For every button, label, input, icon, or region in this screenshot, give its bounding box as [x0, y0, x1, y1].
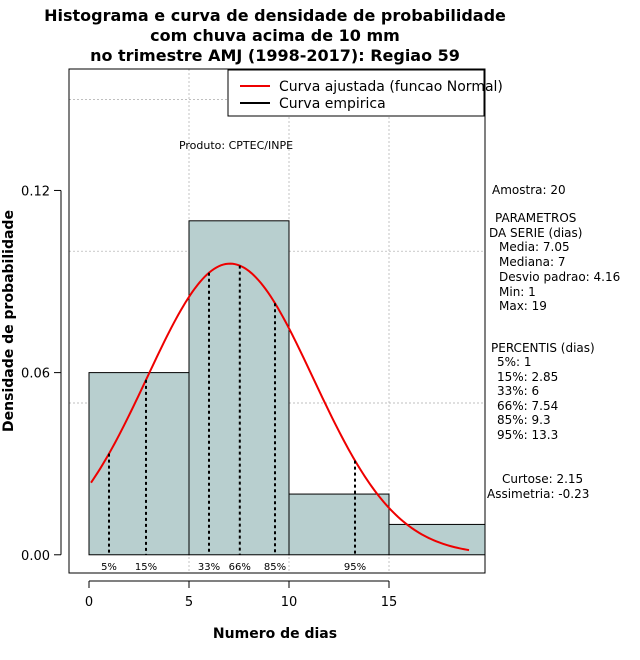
x-tick-label: 15: [381, 595, 398, 610]
percentil-95: 95%: 13.3: [497, 428, 558, 442]
percentile-label: 15%: [135, 562, 157, 573]
chart-title-line-2: com chuva acima de 10 mm: [150, 26, 400, 45]
percentile-label: 95%: [344, 562, 366, 573]
x-tick-label: 10: [281, 595, 298, 610]
x-tick-label: 0: [85, 595, 93, 610]
percentile-label: 66%: [229, 562, 251, 573]
stat-assimetria: Assimetria: -0.23: [487, 487, 589, 501]
param-header-1: PARAMETROS: [495, 211, 576, 225]
percentil-85: 85%: 9.3: [497, 413, 551, 427]
y-axis: 0.00 0.06 0.12: [21, 184, 62, 564]
param-mediana: Mediana: 7: [499, 255, 566, 269]
histogram-bar: [388, 523, 486, 556]
x-axis-title: Numero de dias: [213, 626, 337, 642]
stat-amostra: Amostra: 20: [492, 183, 566, 197]
stat-curtose: Curtose: 2.15: [502, 472, 583, 486]
bars-layer: [88, 220, 486, 556]
percentil-15: 15%: 2.85: [497, 370, 558, 384]
param-max: Max: 19: [499, 299, 547, 313]
percentile-layer: 5% 15% 33% 66% 85% 95%: [101, 265, 366, 573]
x-axis: 0 5 10 15: [85, 580, 398, 610]
histogram-bar: [288, 493, 390, 556]
percentile-label: 33%: [198, 562, 220, 573]
percentis-header: PERCENTIS (dias): [491, 341, 595, 355]
y-tick-label: 0.06: [21, 367, 50, 382]
curve-layer: [90, 262, 470, 552]
legend-box: [227, 69, 485, 117]
param-desvio: Desvio padrao: 4.16: [499, 270, 620, 284]
fitted-normal-curve: [90, 262, 470, 552]
legend-label-empirical: Curva empirica: [279, 96, 386, 112]
chart-title-line-3: no trimestre AMJ (1998-2017): Regiao 59: [90, 46, 460, 65]
stats-panel: Amostra: 20 PARAMETROS DA SERIE (dias) M…: [487, 183, 620, 501]
legend-label-fitted: Curva ajustada (funcao Normal): [279, 79, 503, 95]
param-header-2: DA SERIE (dias): [489, 226, 582, 240]
percentile-label: 85%: [264, 562, 286, 573]
y-axis-title: Densidade de probabilidade: [1, 210, 17, 432]
x-tick-label: 5: [185, 595, 193, 610]
legend: Curva ajustada (funcao Normal) Curva emp…: [227, 69, 503, 117]
percentil-66: 66%: 7.54: [497, 399, 558, 413]
param-min: Min: 1: [499, 285, 536, 299]
product-annotation: Produto: CPTEC/INPE: [179, 139, 293, 152]
percentil-5: 5%: 1: [497, 355, 532, 369]
y-tick-label: 0.00: [21, 549, 50, 564]
percentile-label: 5%: [101, 562, 117, 573]
chart-title-line-1: Histograma e curva de densidade de proba…: [44, 6, 506, 25]
histogram-bar: [88, 372, 190, 556]
plot-frame: [68, 68, 486, 574]
y-tick-label: 0.12: [21, 184, 50, 199]
percentil-33: 33%: 6: [497, 384, 539, 398]
param-media: Media: 7.05: [499, 240, 570, 254]
